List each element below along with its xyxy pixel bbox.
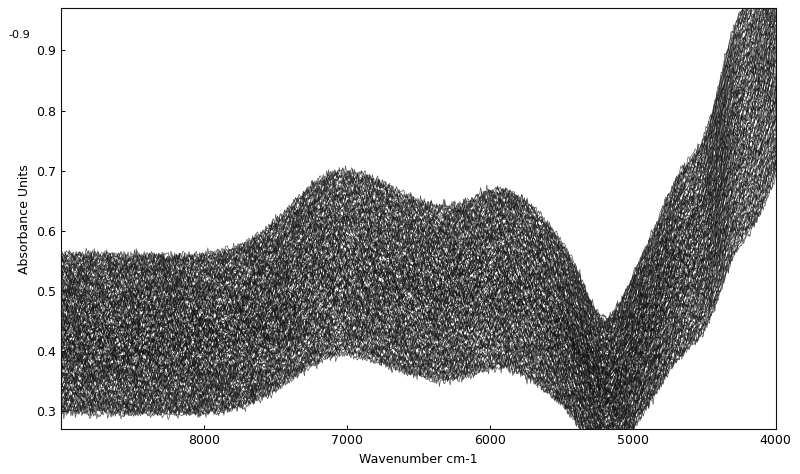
Y-axis label: Absorbance Units: Absorbance Units bbox=[18, 164, 30, 273]
X-axis label: Wavenumber cm-1: Wavenumber cm-1 bbox=[359, 453, 478, 465]
Text: -0.9: -0.9 bbox=[8, 30, 30, 40]
